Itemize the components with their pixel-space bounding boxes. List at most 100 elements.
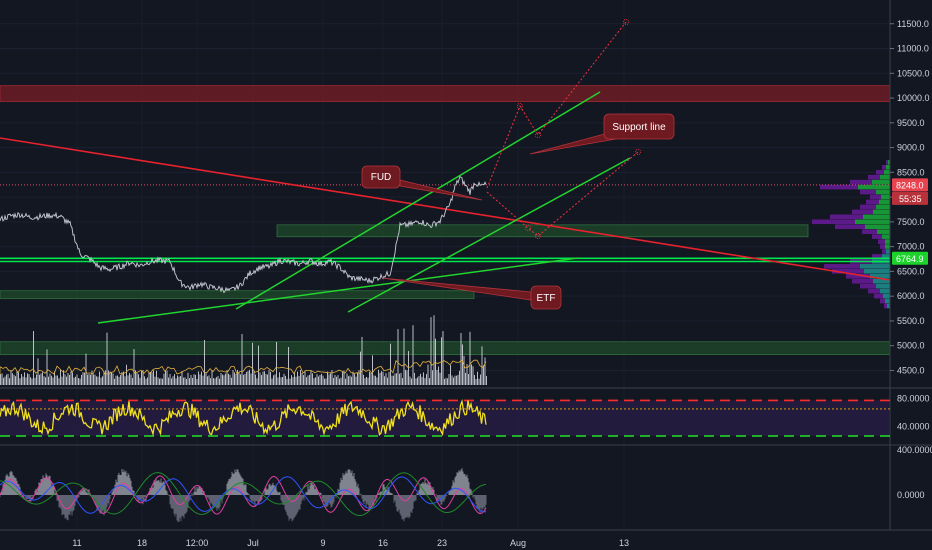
volume-bar (84, 372, 85, 385)
annotation-label: Support line (612, 122, 666, 133)
volume-bar (267, 374, 268, 385)
volume-profile-bar (862, 229, 877, 234)
volume-bar (436, 369, 438, 385)
volume-bar (282, 376, 283, 385)
annotation-box (530, 285, 562, 310)
volume-bar (66, 376, 67, 385)
volume-bar (4, 376, 6, 385)
volume-bar (90, 374, 91, 385)
volume-bar (154, 376, 156, 385)
volume-bar (72, 372, 73, 385)
volume-bar (369, 371, 370, 385)
volume-bar (237, 369, 238, 385)
volume-bar (186, 378, 187, 385)
volume-bar (403, 328, 405, 385)
volume-bar (289, 378, 291, 385)
volume-bar (159, 378, 160, 385)
volume-bar (132, 378, 133, 385)
projection-path-down (486, 151, 639, 237)
volume-bar (286, 378, 288, 385)
volume-profile-bar (882, 249, 886, 254)
volume-bar (139, 377, 141, 385)
price-zones (0, 85, 891, 356)
volume-profile-bar (872, 179, 890, 185)
volume-profile-bar (830, 214, 863, 220)
volume-bar (18, 372, 19, 385)
volume-bar (382, 371, 384, 385)
price-zone (276, 224, 809, 238)
volume-bar (135, 370, 136, 385)
level-price-badge (892, 251, 928, 265)
volume-bar (456, 375, 457, 385)
volume-bar (432, 370, 433, 385)
volume-bar (45, 377, 46, 385)
volume-bar (448, 374, 450, 385)
time-axis[interactable]: 11 18 12:00 Jul 9 16 23 Aug 13 (72, 538, 629, 548)
rsi-tick-label: 40.0000 (897, 422, 930, 432)
volume-bar (252, 342, 253, 385)
volume-bar (60, 369, 61, 385)
volume-bar (207, 376, 208, 385)
projection-paths (486, 18, 642, 240)
volume-bar (241, 333, 243, 385)
oscillator-line (0, 475, 487, 515)
volume-bar (166, 370, 168, 385)
volume-bar (238, 372, 240, 385)
volume-bar (366, 376, 367, 385)
volume-bar (373, 375, 375, 385)
volume-profile-bar (824, 264, 860, 269)
volume-bar (297, 371, 298, 385)
volume-bar (6, 374, 7, 385)
volume-bar (414, 372, 415, 385)
volume-profile-bar (888, 160, 890, 165)
volume-bar (307, 375, 309, 385)
volume-bar (228, 373, 229, 385)
volume-bar (319, 374, 321, 385)
volume-profile-bar (870, 273, 890, 279)
volume-bar (384, 376, 385, 385)
volume-bar (321, 373, 322, 385)
volume-bar (453, 377, 454, 385)
volume-bar (477, 371, 478, 385)
rsi-panel: 80.0000 40.0000 (0, 393, 930, 437)
volume-bar (171, 378, 172, 385)
volume-bar (25, 377, 27, 385)
projection-point (634, 148, 642, 156)
volume-bar (234, 372, 235, 385)
volume-bar (375, 375, 376, 385)
volume-profile-bar (866, 199, 879, 205)
volume-bar (223, 375, 225, 385)
volume-bar (259, 372, 261, 385)
volume-bar (40, 373, 42, 385)
volume-bar (21, 374, 22, 385)
annotation-box (361, 165, 401, 189)
volume-profile-bar (852, 209, 873, 215)
price-zone (0, 290, 475, 300)
volume-profile-bar (882, 254, 890, 259)
volume-bar (120, 375, 121, 385)
volume-profile-bar (870, 194, 881, 200)
volume-bar (388, 371, 390, 385)
volume-bar (61, 376, 63, 385)
volume-bar (327, 371, 328, 385)
volume-bar (75, 376, 76, 385)
volume-bar (396, 373, 397, 385)
time-tick-label: 11 (72, 538, 81, 548)
volume-bar (348, 376, 349, 385)
volume-bar (247, 371, 249, 385)
price-tick-label: 7500.0 (897, 217, 925, 227)
volume-bar (376, 377, 378, 385)
volume-bar (318, 376, 319, 385)
volume-bar (162, 378, 163, 385)
volume-bar (264, 371, 265, 385)
volume-bar (283, 373, 285, 385)
volume-bar (36, 374, 37, 385)
volume-bar (195, 374, 196, 385)
price-axis[interactable]: 11500.0 11000.0 10500.0 10000.0 9500.0 9000.0… (890, 19, 930, 376)
volume-bar (163, 373, 165, 385)
volume-profile-bar (885, 298, 890, 304)
annotation-box (603, 113, 675, 140)
volume-profile-bar (863, 214, 890, 220)
volume-bar (261, 375, 262, 385)
